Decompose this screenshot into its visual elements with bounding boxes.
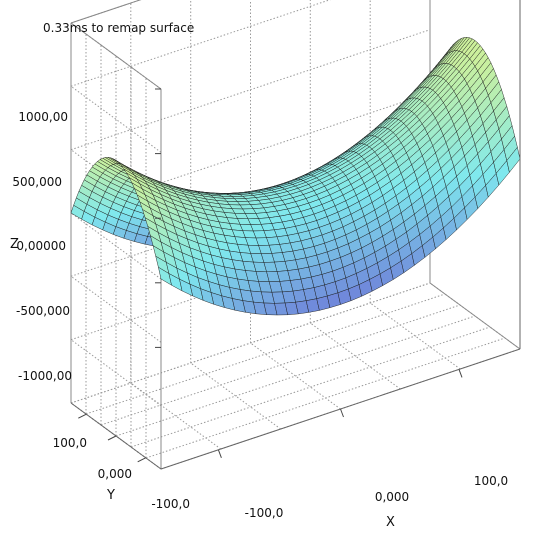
gridline xyxy=(70,275,162,343)
x-tick-label: 0,000 xyxy=(375,490,409,504)
x-tick-label: -100,0 xyxy=(245,506,284,520)
y-axis-label: Y xyxy=(106,488,115,503)
gridline xyxy=(310,322,401,390)
gridline xyxy=(190,362,281,430)
gridline xyxy=(70,282,431,404)
gridline xyxy=(70,85,162,153)
y-tick-label: 0,000 xyxy=(98,467,132,481)
x-tick-label: 100,0 xyxy=(474,474,508,488)
gridline xyxy=(369,302,461,370)
x-axis-label: X xyxy=(386,515,395,530)
box-edge xyxy=(70,0,142,24)
z-tick-label: 0,00000 xyxy=(16,239,66,253)
tick-mark xyxy=(217,449,222,458)
surface-mesh xyxy=(70,37,521,316)
y-tick-label: 100,0 xyxy=(53,436,87,450)
box-edge xyxy=(429,282,521,350)
gridline xyxy=(85,293,446,415)
gridline xyxy=(130,326,491,448)
status-text: 0.33ms to remap surface xyxy=(43,21,194,35)
gridline xyxy=(70,212,162,280)
tick-mark xyxy=(78,413,87,419)
z-tick-label: 500,000 xyxy=(12,175,62,189)
gridline xyxy=(100,304,461,426)
tick-mark xyxy=(137,457,146,463)
z-axis-label: Z xyxy=(10,237,19,252)
tick-mark xyxy=(340,408,344,418)
z-tick-label: -1000,00 xyxy=(18,369,72,383)
z-tick-label: 1000,00 xyxy=(18,110,68,124)
tick-mark xyxy=(107,435,117,441)
gridline xyxy=(250,342,341,410)
gridline xyxy=(115,315,476,437)
box-edge xyxy=(70,22,162,90)
z-tick-label: -500,000 xyxy=(16,304,70,318)
axes-labels: 0.33ms to remap surface 1000,00 500,000 … xyxy=(10,21,508,530)
tick-mark xyxy=(458,369,463,378)
y-tick-label: -100,0 xyxy=(151,497,190,511)
axis-box-front-edges xyxy=(70,0,521,470)
surface-patch xyxy=(506,146,521,173)
